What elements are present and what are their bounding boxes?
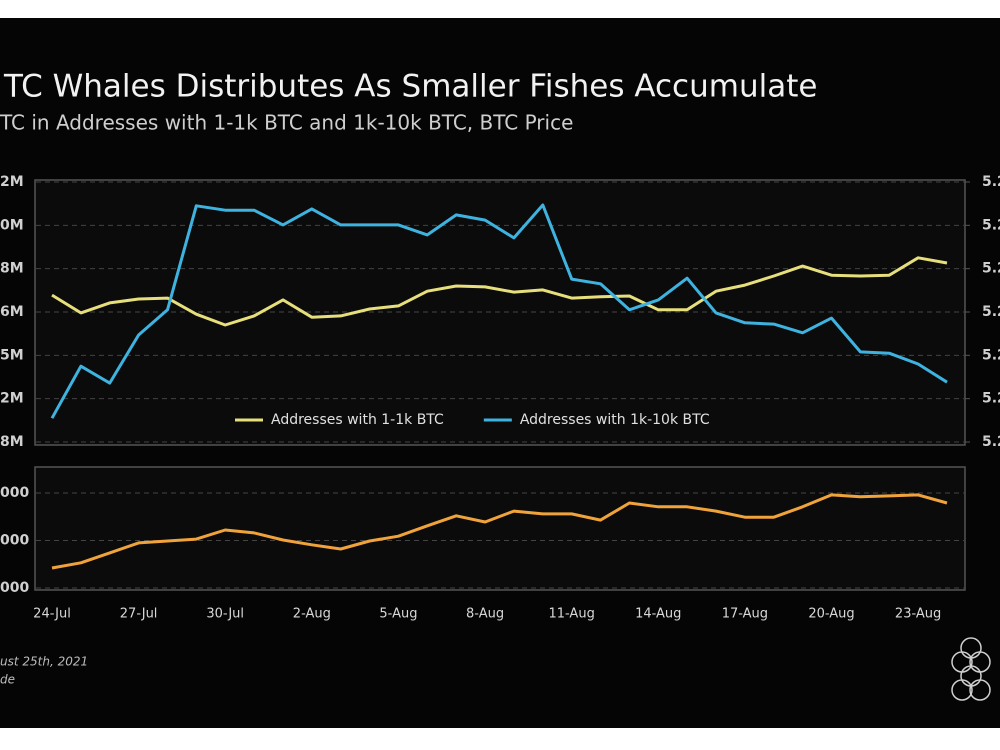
x-tick-label: 24-Jul — [33, 607, 71, 622]
series-line — [51, 256, 948, 327]
x-tick-label: 30-Jul — [206, 607, 244, 622]
series-line — [50, 203, 948, 419]
y-tick-label: 2M — [0, 174, 24, 190]
chart-subtitle: TC in Addresses with 1-1k BTC and 1k-10k… — [0, 111, 573, 135]
y-tick-label: 2M — [0, 391, 24, 407]
x-tick-label: 27-Jul — [120, 607, 158, 622]
y-tick-label: 6M — [0, 304, 24, 320]
bottom-panel — [34, 466, 966, 591]
y2-tick-label: 5.2 — [982, 174, 1000, 190]
y2-tick-label: 5.2 — [982, 261, 1000, 277]
legend-label: Addresses with 1-1k BTC — [271, 412, 444, 428]
y-tick-label: 8M — [0, 434, 24, 450]
footer-source: de — [0, 673, 15, 687]
y3-tick-label: 000 — [0, 580, 29, 596]
y2-tick-label: 5.2 — [982, 217, 1000, 233]
x-tick-label: 20-Aug — [808, 607, 854, 622]
x-tick-label: 11-Aug — [548, 607, 594, 622]
x-tick-label: 8-Aug — [466, 607, 504, 622]
x-tick-label: 5-Aug — [379, 607, 417, 622]
x-tick-label: 2-Aug — [293, 607, 331, 622]
x-tick-label: 14-Aug — [635, 607, 681, 622]
chart-title: TC Whales Distributes As Smaller Fishes … — [3, 69, 817, 105]
y-tick-label: 0M — [0, 217, 24, 233]
y2-tick-label: 5.2 — [982, 391, 1000, 407]
y2-tick-label: 5.2 — [982, 434, 1000, 450]
x-tick-label: 17-Aug — [722, 607, 768, 622]
y2-tick-label: 5.2 — [982, 304, 1000, 320]
x-tick-label: 23-Aug — [895, 607, 941, 622]
y3-tick-label: 000 — [0, 533, 29, 549]
y-tick-label: 5M — [0, 347, 24, 363]
y3-tick-label: 000 — [0, 485, 29, 501]
y-tick-label: 8M — [0, 261, 24, 277]
y2-tick-label: 5.2 — [982, 347, 1000, 363]
logo — [951, 637, 991, 701]
footer-date: ust 25th, 2021 — [0, 655, 88, 669]
series-line — [51, 493, 948, 570]
legend-label: Addresses with 1k-10k BTC — [520, 412, 710, 428]
